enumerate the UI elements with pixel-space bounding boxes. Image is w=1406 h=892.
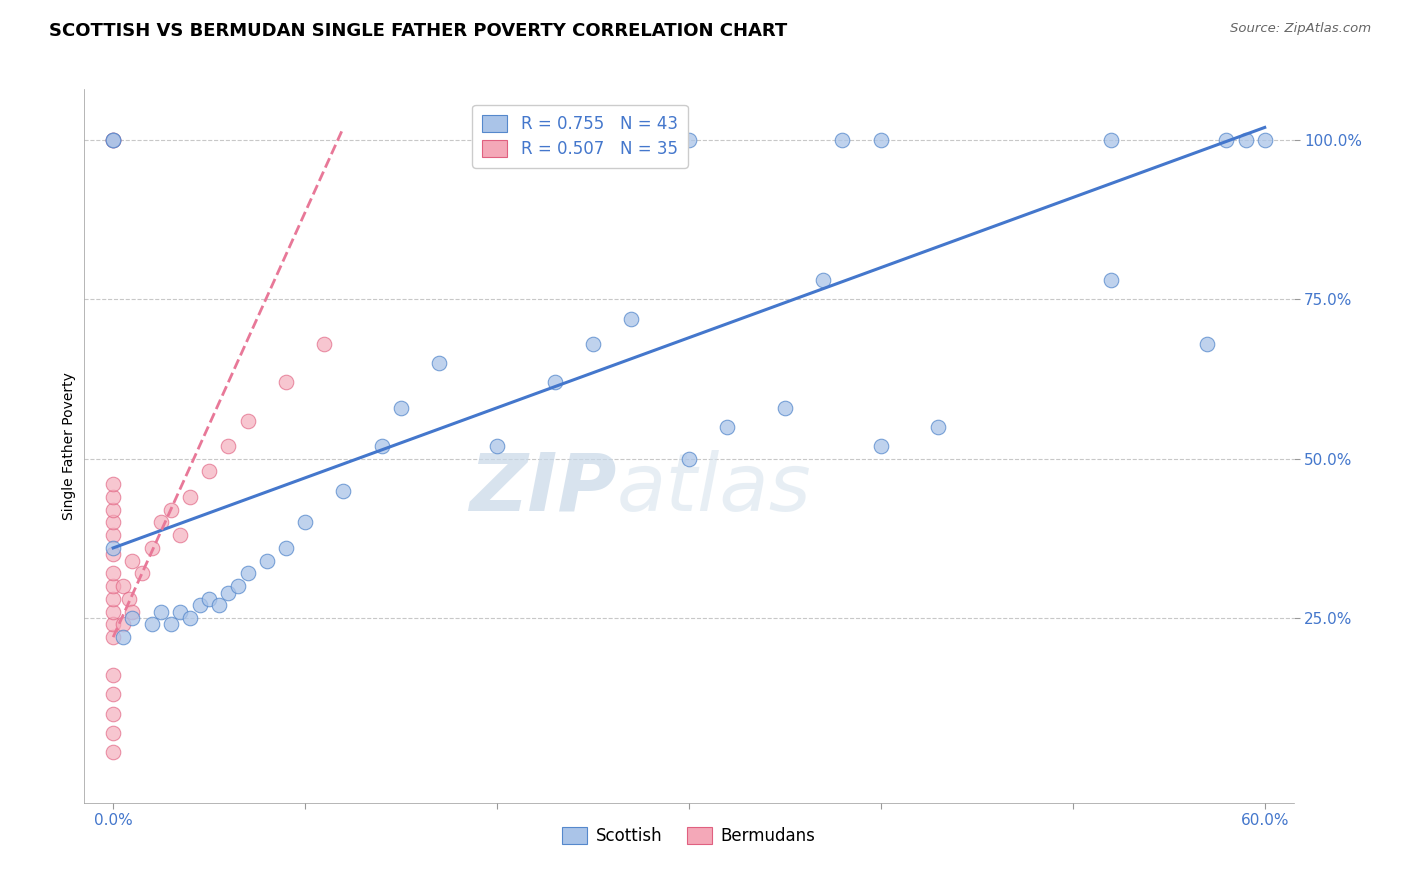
Point xyxy=(1234,133,1257,147)
Point xyxy=(179,611,201,625)
Point xyxy=(101,579,124,593)
Point xyxy=(274,376,297,390)
Point xyxy=(101,725,124,739)
Point xyxy=(150,605,173,619)
Point xyxy=(111,617,134,632)
Point xyxy=(485,439,508,453)
Point xyxy=(150,516,173,530)
Point xyxy=(101,706,124,721)
Point xyxy=(1099,273,1122,287)
Point xyxy=(188,599,211,613)
Point xyxy=(543,376,565,390)
Point xyxy=(582,337,605,351)
Point xyxy=(1215,133,1237,147)
Point xyxy=(111,630,134,644)
Point xyxy=(429,356,451,370)
Point xyxy=(236,566,259,581)
Point xyxy=(141,541,163,555)
Point xyxy=(101,547,124,561)
Point xyxy=(870,439,893,453)
Point xyxy=(927,420,949,434)
Point xyxy=(101,133,124,147)
Point xyxy=(226,579,249,593)
Point xyxy=(198,591,221,606)
Point xyxy=(773,401,796,415)
Point xyxy=(101,477,124,491)
Text: SCOTTISH VS BERMUDAN SINGLE FATHER POVERTY CORRELATION CHART: SCOTTISH VS BERMUDAN SINGLE FATHER POVER… xyxy=(49,22,787,40)
Point xyxy=(159,617,181,632)
Point xyxy=(217,439,239,453)
Point xyxy=(236,413,259,427)
Point xyxy=(678,133,700,147)
Point xyxy=(101,133,124,147)
Text: ZIP: ZIP xyxy=(470,450,616,528)
Point xyxy=(716,420,738,434)
Point xyxy=(101,617,124,632)
Point xyxy=(101,745,124,759)
Point xyxy=(117,591,139,606)
Point xyxy=(1099,133,1122,147)
Point xyxy=(101,541,124,555)
Point xyxy=(256,554,278,568)
Point xyxy=(101,668,124,682)
Point xyxy=(131,566,153,581)
Point xyxy=(111,579,134,593)
Point xyxy=(371,439,394,453)
Point xyxy=(389,401,412,415)
Point xyxy=(101,133,124,147)
Point xyxy=(620,311,643,326)
Point xyxy=(294,516,316,530)
Point xyxy=(1197,337,1219,351)
Point xyxy=(121,605,143,619)
Legend: Scottish, Bermudans: Scottish, Bermudans xyxy=(555,820,823,852)
Text: Source: ZipAtlas.com: Source: ZipAtlas.com xyxy=(1230,22,1371,36)
Point xyxy=(141,617,163,632)
Point xyxy=(121,611,143,625)
Point xyxy=(543,133,565,147)
Point xyxy=(831,133,853,147)
Point xyxy=(101,630,124,644)
Point xyxy=(121,554,143,568)
Point xyxy=(101,591,124,606)
Point xyxy=(159,502,181,516)
Point xyxy=(101,133,124,147)
Point xyxy=(332,483,354,498)
Point xyxy=(1254,133,1277,147)
Point xyxy=(870,133,893,147)
Point xyxy=(208,599,231,613)
Point xyxy=(217,585,239,599)
Point xyxy=(198,465,221,479)
Point xyxy=(101,528,124,542)
Point xyxy=(169,528,191,542)
Point xyxy=(813,273,835,287)
Point xyxy=(101,605,124,619)
Point xyxy=(101,502,124,516)
Point xyxy=(314,337,336,351)
Point xyxy=(678,451,700,466)
Point xyxy=(169,605,191,619)
Point xyxy=(101,490,124,504)
Point xyxy=(101,566,124,581)
Point xyxy=(101,516,124,530)
Point xyxy=(274,541,297,555)
Text: atlas: atlas xyxy=(616,450,811,528)
Point xyxy=(101,688,124,702)
Point xyxy=(179,490,201,504)
Y-axis label: Single Father Poverty: Single Father Poverty xyxy=(62,372,76,520)
